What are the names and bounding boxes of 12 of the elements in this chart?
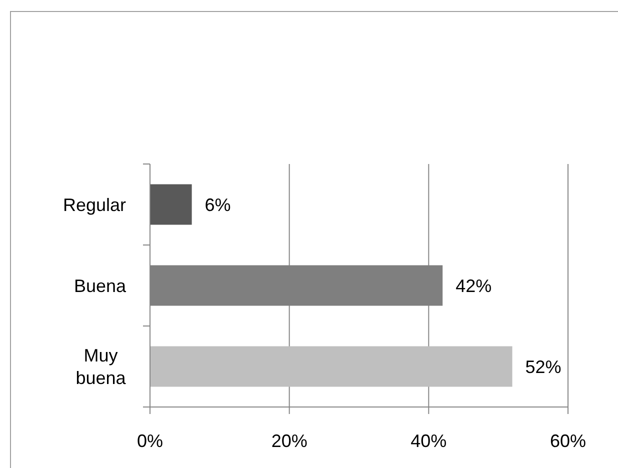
bar xyxy=(150,184,192,225)
x-tick-label: 60% xyxy=(550,431,586,451)
data-label: 52% xyxy=(525,356,562,377)
bar xyxy=(150,346,512,387)
y-tick-label: Muy buena xyxy=(76,346,127,388)
x-tick-label: 40% xyxy=(410,431,447,451)
x-tick-label: 0% xyxy=(136,431,164,451)
x-tick-label: 20% xyxy=(271,431,308,451)
data-label: 42% xyxy=(456,276,492,296)
data-label: 6% xyxy=(204,194,231,215)
y-tick-label: Regular xyxy=(62,194,126,215)
y-tick-label: Buena xyxy=(74,276,127,296)
